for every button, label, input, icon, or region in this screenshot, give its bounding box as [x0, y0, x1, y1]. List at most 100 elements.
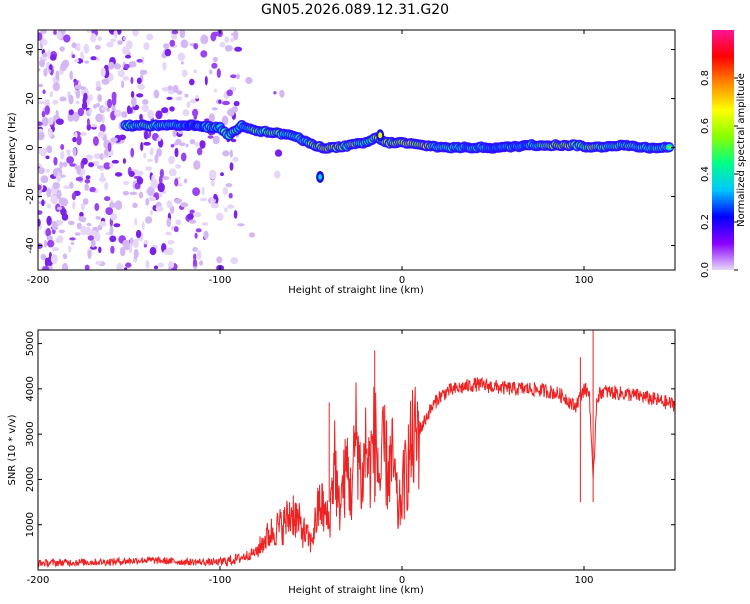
noise-blob [109, 235, 117, 243]
noise-blob [171, 30, 179, 35]
noise-blob [99, 124, 106, 133]
noise-blob [209, 69, 213, 75]
noise-blob [75, 89, 81, 99]
figure-title: GN05.2026.089.12.31.G20 [261, 2, 449, 18]
noise-blob [49, 91, 54, 98]
noise-blob [122, 239, 130, 248]
noise-blob [145, 166, 153, 171]
x-tick-label: -100 [209, 275, 232, 286]
noise-blob [113, 223, 121, 228]
colorbar-tick-label: 0.6 [700, 118, 711, 134]
noise-blob [123, 180, 130, 186]
noise-blob [136, 176, 144, 185]
noise-blob [175, 164, 182, 169]
noise-blob [45, 168, 50, 173]
noise-blob [210, 180, 215, 187]
noise-blob [139, 113, 143, 121]
noise-blob [209, 169, 217, 180]
noise-blob [220, 172, 224, 177]
noise-blob [47, 49, 51, 59]
snr-y-label: SNR (10 * v/v) [7, 414, 18, 485]
noise-blob [42, 52, 49, 58]
noise-blob [188, 219, 197, 224]
noise-blob [41, 199, 45, 207]
noise-blob [181, 40, 186, 48]
noise-blob [172, 84, 179, 93]
noise-blob [219, 41, 226, 48]
noise-blob [94, 232, 101, 242]
noise-blob [233, 210, 238, 219]
noise-blob [86, 123, 92, 131]
noise-blob [72, 201, 76, 210]
noise-blob [133, 238, 139, 249]
noise-blob [38, 218, 41, 227]
noise-blob [97, 130, 105, 139]
noise-blob [59, 96, 67, 102]
noise-blob [140, 141, 144, 152]
noise-blob [84, 179, 91, 184]
noise-blob [81, 157, 88, 165]
noise-blob [84, 264, 90, 270]
noise-blob [130, 147, 135, 158]
noise-blob [199, 260, 204, 266]
noise-blob [180, 152, 187, 162]
noise-blob [89, 246, 98, 250]
noise-blob [192, 108, 199, 117]
noise-blob [46, 145, 53, 154]
noise-blob [146, 33, 154, 41]
noise-blob [153, 89, 160, 99]
y-tick-label: 3000 [25, 421, 36, 446]
noise-blob [38, 243, 43, 249]
noise-blob [38, 83, 43, 88]
spectrogram-y-axis: -40 -20 0 20 40 [25, 43, 675, 254]
snr-x-label: Height of straight line (km) [288, 585, 424, 596]
noise-blob [174, 178, 179, 187]
noise-blob [225, 183, 233, 188]
noise-blob [200, 34, 209, 45]
noise-blob [107, 98, 113, 109]
snr-series [38, 330, 675, 569]
noise-blob [50, 194, 58, 205]
noise-blob [94, 203, 100, 211]
noise-blob [216, 256, 223, 264]
noise-blob [143, 130, 149, 140]
y-tick-label: 5000 [25, 331, 36, 356]
ridge-core [667, 145, 672, 149]
noise-blob [79, 131, 87, 136]
spectrogram-y-label: Frequency (Hz) [7, 112, 18, 188]
noise-blob [77, 107, 85, 117]
noise-blob [125, 54, 131, 59]
x-tick-label: 0 [399, 575, 405, 586]
snr-background [38, 330, 675, 570]
noise-blob [211, 62, 218, 69]
noise-blob [44, 257, 49, 267]
noise-blob [88, 162, 95, 168]
noise-blob [187, 213, 194, 220]
noise-blob [95, 80, 101, 88]
noise-blob [99, 168, 104, 172]
noise-blob [107, 142, 112, 152]
y-tick-label: -20 [25, 188, 36, 204]
noise-blob [189, 138, 196, 145]
snr-line [38, 376, 675, 569]
noise-blob [63, 185, 71, 190]
noise-blob [53, 168, 58, 177]
noise-blob [200, 50, 208, 58]
noise-blob [210, 32, 217, 42]
noise-blob [104, 196, 111, 202]
noise-blob [105, 207, 114, 216]
noise-blob [236, 73, 241, 80]
noise-blob [212, 56, 218, 63]
x-tick-label: 0 [399, 275, 405, 286]
noise-blob [75, 100, 80, 105]
noise-blob [181, 69, 188, 78]
noise-blob [74, 232, 81, 236]
noise-blob [147, 186, 155, 197]
noise-blob [121, 80, 125, 89]
noise-blob [128, 61, 137, 68]
noise-blob [68, 94, 74, 105]
y-tick-label: 2000 [25, 467, 36, 492]
noise-blob [203, 230, 209, 240]
